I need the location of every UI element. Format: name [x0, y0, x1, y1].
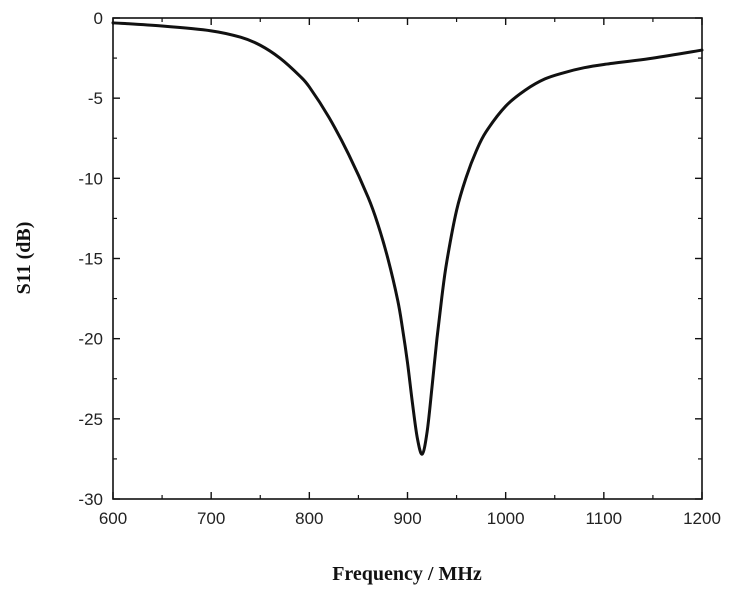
y-tick-label: -15: [78, 250, 103, 269]
x-tick-label: 1000: [487, 509, 525, 528]
y-tick-label: -20: [78, 330, 103, 349]
y-axis-title: S11 (dB): [13, 222, 35, 295]
s11-curve: [111, 21, 704, 456]
x-tick-label: 600: [99, 509, 127, 528]
y-tick-label: -30: [78, 490, 103, 509]
x-tick-label: 1200: [683, 509, 721, 528]
plot-frame: [112, 17, 703, 500]
x-tick-label: 700: [197, 509, 225, 528]
x-tick-label: 800: [295, 509, 323, 528]
x-tick-label: 900: [393, 509, 421, 528]
y-tick-label: -5: [88, 89, 103, 108]
tick-labels: 600 700 800 900 1000 1100 1200 0 -5 -10 -15 -20 -25 -…: [78, 9, 720, 528]
y-tick-label: 0: [94, 9, 103, 28]
y-tick-label: -10: [78, 169, 103, 188]
x-axis-title: Frequency / MHz: [332, 563, 482, 585]
y-tick-label: -25: [78, 410, 103, 429]
axis-ticks: [112, 17, 703, 500]
x-tick-label: 1100: [586, 509, 623, 528]
